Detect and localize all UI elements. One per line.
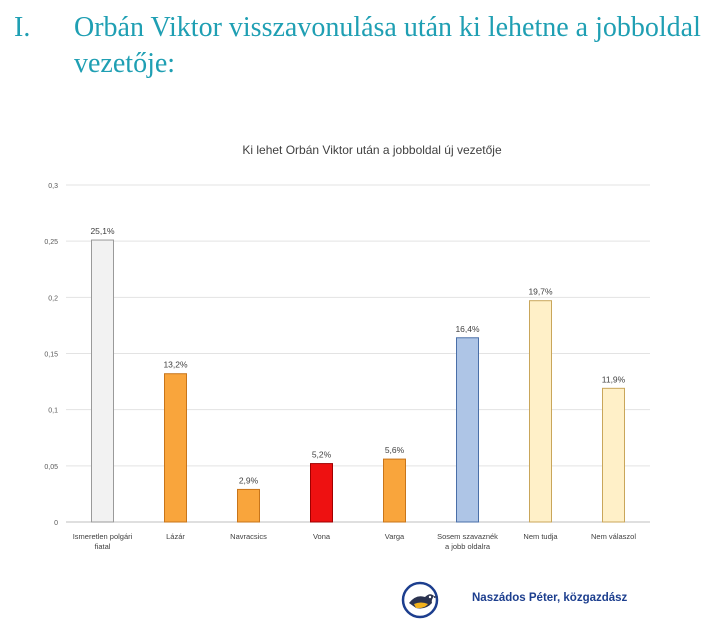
bar xyxy=(310,463,333,523)
y-tick-label: 0 xyxy=(54,520,58,527)
x-tick-label: Nem válaszol xyxy=(591,532,636,541)
y-tick-label: 0,05 xyxy=(44,464,58,471)
chart-gridlines xyxy=(66,184,650,523)
x-tick-label: Vona xyxy=(313,532,331,541)
x-tick-label: Navracsics xyxy=(230,532,267,541)
bar-value-label: 13,2% xyxy=(163,360,188,370)
bar-value-label: 11,9% xyxy=(602,374,626,384)
heading-number: I. xyxy=(14,12,31,43)
bird-logo-icon xyxy=(401,581,439,619)
bar xyxy=(91,239,114,523)
chart-title: Ki lehet Orbán Viktor után a jobboldal ú… xyxy=(242,143,502,157)
bar xyxy=(164,373,187,523)
bar-value-label: 16,4% xyxy=(455,324,480,334)
y-axis: 0 0,05 0,1 0,15 0,2 0,25 0,3 xyxy=(44,183,58,527)
heading-text: Orbán Viktor visszavonulása után ki lehe… xyxy=(74,12,701,79)
y-tick-label: 0,2 xyxy=(48,295,58,302)
bar xyxy=(602,387,625,523)
x-axis: Ismeretlen polgári fiatal Lázár Navracsics V… xyxy=(73,532,637,551)
bar xyxy=(383,458,406,523)
x-tick-label: Lázár xyxy=(166,532,185,541)
x-tick-label: Ismeretlen polgári fiatal xyxy=(73,532,133,551)
chart-bars xyxy=(91,239,625,523)
bar-value-label: 5,6% xyxy=(385,445,405,455)
x-tick-label: Varga xyxy=(385,532,405,541)
y-tick-label: 0,15 xyxy=(44,352,58,359)
bar-value-label: 19,7% xyxy=(528,287,553,297)
bar-value-label: 5,2% xyxy=(312,450,332,460)
bar xyxy=(529,300,552,523)
bar-value-label: 25,1% xyxy=(90,226,115,236)
bar-value-label: 2,9% xyxy=(239,475,259,485)
y-tick-label: 0,25 xyxy=(44,239,58,246)
x-tick-label: Sosem szavaznék a jobb oldalra xyxy=(437,532,498,551)
author-signature: Naszádos Péter, közgazdász xyxy=(472,592,628,604)
y-tick-label: 0,1 xyxy=(48,408,58,415)
y-tick-label: 0,3 xyxy=(48,183,58,190)
bar xyxy=(456,337,479,523)
value-labels: 25,1% 13,2% 2,9% 5,2% 5,6% 16,4% 19,7% 11,9% xyxy=(90,226,625,485)
bar xyxy=(237,488,260,523)
x-tick-label: Nem tudja xyxy=(523,532,558,541)
